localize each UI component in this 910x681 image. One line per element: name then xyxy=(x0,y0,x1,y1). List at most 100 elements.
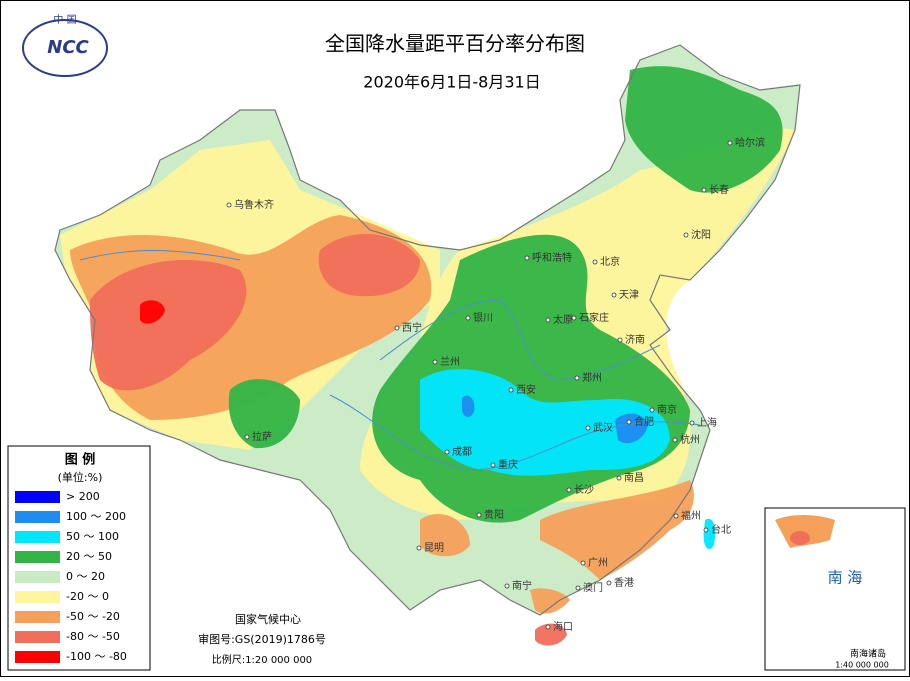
city-label: 呼和浩特 xyxy=(532,252,572,264)
legend-swatch xyxy=(15,571,60,583)
legend-swatch xyxy=(15,551,60,563)
city-dot xyxy=(394,325,400,331)
inset-hainan xyxy=(790,531,810,545)
legend-label: 20 ～ 50 xyxy=(66,550,112,563)
city-label: 上海 xyxy=(697,416,717,429)
legend-swatch xyxy=(15,591,60,603)
legend-label: -100 ～ -80 xyxy=(66,650,127,663)
city-dot xyxy=(574,375,580,381)
city-dot xyxy=(701,187,707,193)
city-label: 福州 xyxy=(681,509,701,522)
city-dot xyxy=(616,475,622,481)
logo-ring xyxy=(22,19,108,77)
city-label: 拉萨 xyxy=(252,430,272,443)
legend-swatch xyxy=(15,611,60,623)
city-dot xyxy=(504,583,510,589)
city-dot xyxy=(566,487,572,493)
city-dot xyxy=(683,232,689,238)
city-label: 南宁 xyxy=(512,579,532,592)
logo: 中 国 NCC xyxy=(22,13,108,77)
city-label: 济南 xyxy=(625,333,645,346)
precip-region xyxy=(420,514,470,557)
precip-region xyxy=(530,588,570,614)
legend-swatch xyxy=(15,631,60,643)
legend-label: 0 ～ 20 xyxy=(66,570,105,583)
city-label: 成都 xyxy=(452,446,472,458)
city-label: 广州 xyxy=(588,557,608,569)
precip-region xyxy=(420,369,670,476)
city-label: 沈阳 xyxy=(691,228,711,241)
legend-unit: (单位:%) xyxy=(58,470,103,484)
subtitle: 2020年6月1日-8月31日 xyxy=(363,73,540,92)
city-dot xyxy=(617,337,623,343)
logo-caption: 中 国 xyxy=(53,13,76,26)
city-label: 南昌 xyxy=(624,471,644,484)
credit-org: 国家气候中心 xyxy=(235,612,301,626)
city-dot xyxy=(703,527,709,533)
legend-label: 50 ～ 100 xyxy=(66,530,119,543)
city-dot xyxy=(444,449,450,455)
city-label: 郑州 xyxy=(582,371,602,384)
city-dot xyxy=(432,359,438,365)
credit-scale: 比例尺:1:20 000 000 xyxy=(212,653,312,666)
city-dot xyxy=(465,315,471,321)
city-dot xyxy=(727,140,733,146)
city-dot xyxy=(606,580,612,586)
city-dot xyxy=(545,624,551,630)
city-label: 昆明 xyxy=(424,542,444,554)
inset: 南 海 南海诸岛 1:40 000 000 xyxy=(764,507,906,671)
precip-region xyxy=(625,66,783,193)
china-outline xyxy=(54,44,801,616)
city-dot xyxy=(524,255,530,261)
city-dot xyxy=(508,387,514,393)
city-label: 西安 xyxy=(516,383,536,396)
yangtze xyxy=(329,394,701,471)
precip-region xyxy=(90,260,247,391)
legend-label: > 200 xyxy=(66,490,100,503)
legend-label: -50 ～ -20 xyxy=(66,610,120,623)
precip-region xyxy=(228,379,300,449)
city-label: 南京 xyxy=(657,403,677,416)
city-label: 海口 xyxy=(553,620,573,633)
city-label: 西宁 xyxy=(402,321,422,334)
legend-swatch xyxy=(15,531,60,543)
precip-region xyxy=(462,395,475,417)
credit-approval: 审图号:GS(2019)1786号 xyxy=(198,632,326,646)
city-label: 长沙 xyxy=(574,484,594,496)
city-label: 天津 xyxy=(619,289,639,301)
credits: 国家气候中心 审图号:GS(2019)1786号 比例尺:1:20 000 00… xyxy=(198,612,326,666)
city-label: 重庆 xyxy=(498,458,518,471)
city-label: 贵阳 xyxy=(484,508,504,521)
precip-region xyxy=(540,480,694,580)
city-dot xyxy=(626,419,632,425)
city-label: 银川 xyxy=(473,311,493,324)
inset-title: 南 海 xyxy=(828,569,863,587)
tarim xyxy=(79,250,241,261)
precip-region xyxy=(318,233,420,297)
city-dot xyxy=(226,202,232,208)
city-dot xyxy=(611,292,617,298)
inset-scale: 1:40 000 000 xyxy=(835,661,889,670)
legend-title: 图 例 xyxy=(65,452,96,468)
inset-caption: 南海诸岛 xyxy=(850,648,886,660)
rivers xyxy=(79,250,701,471)
precip-region xyxy=(140,300,165,324)
precip-region xyxy=(535,623,567,646)
city-dot xyxy=(585,425,591,431)
city-label: 合肥 xyxy=(634,415,654,428)
city-dot xyxy=(592,259,598,265)
city-label: 石家庄 xyxy=(579,311,609,324)
legend: 图 例 (单位:%) > 200 100 ～ 200 50 ～ 100 20 ～ 50… xyxy=(7,445,151,671)
legend-swatch xyxy=(15,511,60,523)
city-dot xyxy=(672,437,678,443)
city-label: 兰州 xyxy=(440,355,460,368)
regions xyxy=(55,45,800,646)
city-label: 杭州 xyxy=(680,433,700,446)
city-dot xyxy=(490,462,496,468)
city-label: 北京 xyxy=(600,255,620,268)
city-dot xyxy=(545,317,551,323)
inset-land xyxy=(775,515,835,548)
city-dot xyxy=(580,560,586,566)
legend-label: -80 ～ -50 xyxy=(66,630,120,643)
